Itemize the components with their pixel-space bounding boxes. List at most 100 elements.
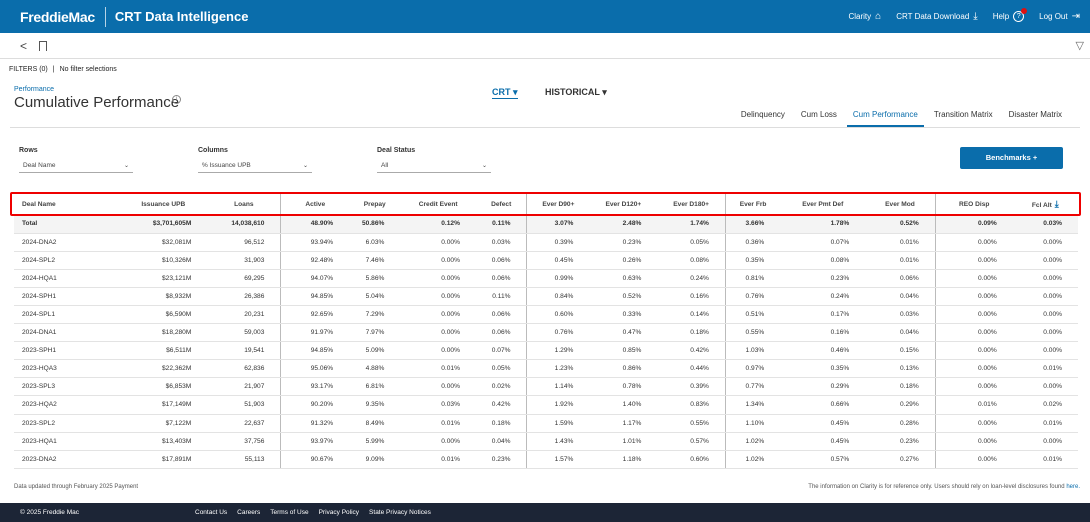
deal-name-cell[interactable]: 2024-SPL1 xyxy=(14,305,120,325)
col-header-fcl-alt[interactable]: Fcl Alt ⤓ xyxy=(1013,194,1078,215)
app-title[interactable]: CRT Data Intelligence xyxy=(114,9,249,24)
table-cell: 0.11% xyxy=(475,287,527,306)
table-row[interactable]: 2024-SPH1 $8,932M 26,386 94.85% 5.04% 0.00% 0.… xyxy=(14,287,1078,306)
table-row[interactable]: 2023-DNA2 $17,891M 55,113 90.67% 9.09% 0.01% 0… xyxy=(14,450,1078,469)
table-cell: 0.35% xyxy=(780,359,866,379)
deal-name-cell[interactable]: 2023-HQA2 xyxy=(14,395,120,415)
table-cell: 5.99% xyxy=(349,432,401,451)
back-icon[interactable]: < xyxy=(20,38,28,53)
footer-link-contact[interactable]: Contact Us xyxy=(195,509,228,516)
table-cell: $8,932M xyxy=(119,287,208,306)
table-cell: $13,403M xyxy=(119,432,208,451)
col-header-ever-d90[interactable]: Ever D90+ xyxy=(526,194,590,215)
col-header-defect[interactable]: Defect xyxy=(491,201,512,208)
table-cell: $23,121M xyxy=(119,269,208,288)
table-cell: 0.29% xyxy=(780,377,866,397)
col-header-deal-name[interactable]: Deal Name xyxy=(22,201,56,208)
footer-link-privacy[interactable]: Privacy Policy xyxy=(318,509,360,516)
deal-name-cell[interactable]: 2023-SPL3 xyxy=(14,377,120,397)
footer-link-state-privacy[interactable]: State Privacy Notices xyxy=(369,509,431,516)
columns-select[interactable]: % Issuance UPB ⌄ xyxy=(198,159,312,173)
tab-disaster-matrix[interactable]: Disaster Matrix xyxy=(1008,110,1062,119)
nav-logout[interactable]: Log Out ⇥ xyxy=(1039,11,1080,22)
tab-cum-performance[interactable]: Cum Performance xyxy=(846,110,924,127)
info-icon[interactable]: i xyxy=(172,95,181,104)
table-cell: 62,836 xyxy=(207,359,281,379)
footer-link-careers[interactable]: Careers xyxy=(237,509,261,516)
table-cell: 0.13% xyxy=(865,359,936,379)
nav-crt-data-download[interactable]: CRT Data Download ⤓ xyxy=(896,11,978,22)
table-row[interactable]: 2024-SPL2 $10,326M 31,903 92.48% 7.46% 0.00% 0… xyxy=(14,251,1078,270)
table-row[interactable]: 2024-HQA1 $23,121M 69,295 94.07% 5.86% 0.00% 0… xyxy=(14,269,1078,288)
col-header-reo-disp[interactable]: REO Disp xyxy=(934,194,1013,215)
footer-link-terms[interactable]: Terms of Use xyxy=(270,509,309,516)
table-cell: 0.05% xyxy=(475,359,527,379)
table-cell: 0.11% xyxy=(475,215,527,234)
col-header-ever-d180[interactable]: Ever D180+ xyxy=(673,201,710,208)
table-cell: 0.03% xyxy=(865,305,936,325)
mode-crt-dropdown[interactable]: CRT ▾ xyxy=(492,87,518,99)
deal-name-cell[interactable]: 2024-SPL2 xyxy=(14,251,120,270)
table-cell: 0.26% xyxy=(589,251,658,270)
mode-historical-dropdown[interactable]: HISTORICAL ▾ xyxy=(545,87,607,97)
deal-name-cell[interactable]: 2023-DNA2 xyxy=(14,450,120,469)
nav-help[interactable]: Help ? xyxy=(993,8,1028,22)
rows-select[interactable]: Deal Name ⌄ xyxy=(19,159,133,173)
table-cell: 0.00% xyxy=(400,432,476,451)
table-cell: 26,386 xyxy=(207,287,281,306)
filter-icon[interactable]: ▽ xyxy=(1075,40,1084,52)
deal-name-cell[interactable]: 2024-DNA2 xyxy=(14,233,120,252)
col-header-prepay[interactable]: Prepay xyxy=(363,201,386,208)
deal-name-cell[interactable]: 2024-HQA1 xyxy=(14,269,120,288)
deal-name-cell[interactable]: Total xyxy=(14,215,120,234)
col-header-ever-mod[interactable]: Ever Mod xyxy=(885,201,915,208)
table-cell: 0.00% xyxy=(934,305,1013,325)
tab-cum-loss[interactable]: Cum Loss xyxy=(800,110,837,119)
table-cell: 0.04% xyxy=(865,287,936,306)
col-header-ever-frb[interactable]: Ever Frb xyxy=(724,194,781,215)
table-cell: $17,149M xyxy=(119,395,208,415)
table-row[interactable]: 2024-DNA2 $32,081M 96,512 93.94% 6.03% 0.00% 0… xyxy=(14,233,1078,252)
deal-status-select[interactable]: All ⌄ xyxy=(377,159,491,173)
deal-name-cell[interactable]: 2023-SPL2 xyxy=(14,414,120,433)
table-row[interactable]: 2024-DNA1 $18,280M 59,003 91.97% 7.97% 0.00% 0… xyxy=(14,323,1078,343)
table-row[interactable]: 2023-HQA3 $22,362M 62,836 95.06% 4.88% 0.01% 0… xyxy=(14,359,1078,379)
deal-name-cell[interactable]: 2023-SPH1 xyxy=(14,341,120,361)
col-header-active[interactable]: Active xyxy=(280,194,350,215)
deal-name-cell[interactable]: 2024-SPH1 xyxy=(14,287,120,306)
tab-transition-matrix[interactable]: Transition Matrix xyxy=(933,110,993,119)
deal-name-cell[interactable]: 2024-DNA1 xyxy=(14,323,120,343)
sort-desc-icon[interactable]: ⤓ xyxy=(1054,199,1059,209)
table-cell: 0.78% xyxy=(589,377,658,397)
table-row[interactable]: 2023-HQA2 $17,149M 51,903 90.20% 9.35% 0.03% 0… xyxy=(14,395,1078,415)
table-row[interactable]: 2023-SPL3 $6,853M 21,907 93.17% 6.81% 0.00% 0.… xyxy=(14,377,1078,397)
col-header-loans[interactable]: Loans xyxy=(234,201,254,208)
table-cell: 93.94% xyxy=(280,233,350,252)
table-cell: 1.02% xyxy=(724,450,781,469)
col-header-credit-event[interactable]: Credit Event xyxy=(418,201,458,208)
table-row[interactable]: 2024-SPL1 $6,590M 20,231 92.65% 7.29% 0.00% 0.… xyxy=(14,305,1078,325)
bookmark-icon[interactable] xyxy=(39,40,48,51)
section-label[interactable]: Performance xyxy=(14,86,55,93)
nav-clarity[interactable]: Clarity ⌂ xyxy=(848,11,881,22)
table-row[interactable]: 2023-HQA1 $13,403M 37,756 93.97% 5.99% 0.00% 0… xyxy=(14,432,1078,451)
col-header-ever-d120[interactable]: Ever D120+ xyxy=(605,201,642,208)
table-row[interactable]: 2023-SPL2 $7,122M 22,637 91.32% 8.49% 0.01% 0.… xyxy=(14,414,1078,433)
table-cell: 91.32% xyxy=(280,414,350,433)
table-cell: 0.01% xyxy=(1012,414,1078,433)
col-header-issuance-upb[interactable]: Issuance UPB xyxy=(141,201,186,208)
benchmarks-button[interactable]: Benchmarks + xyxy=(960,147,1063,169)
table-total-row[interactable]: Total $3,701,605M 14,038,610 48.90% 50.86% 0.… xyxy=(14,215,1078,234)
deal-name-cell[interactable]: 2023-HQA1 xyxy=(14,432,120,451)
deal-name-cell[interactable]: 2023-HQA3 xyxy=(14,359,120,379)
filters-count[interactable]: FILTERS (0) xyxy=(9,66,48,73)
table-cell: 0.00% xyxy=(400,287,476,306)
tab-delinquency[interactable]: Delinquency xyxy=(740,110,785,119)
col-header-ever-pmt-def[interactable]: Ever Pmt Def xyxy=(802,201,844,208)
brand-logo[interactable]: FreddieMac xyxy=(20,8,95,25)
table-row[interactable]: 2023-SPH1 $6,511M 19,541 94.85% 5.09% 0.00% 0.… xyxy=(14,341,1078,361)
table-cell: 0.01% xyxy=(1012,450,1078,469)
table-header-row: Deal Name Issuance UPB Loans Active Prep… xyxy=(14,194,1078,215)
disclaimer-link[interactable]: here. xyxy=(1066,484,1080,490)
table-cell: 0.16% xyxy=(780,323,866,343)
